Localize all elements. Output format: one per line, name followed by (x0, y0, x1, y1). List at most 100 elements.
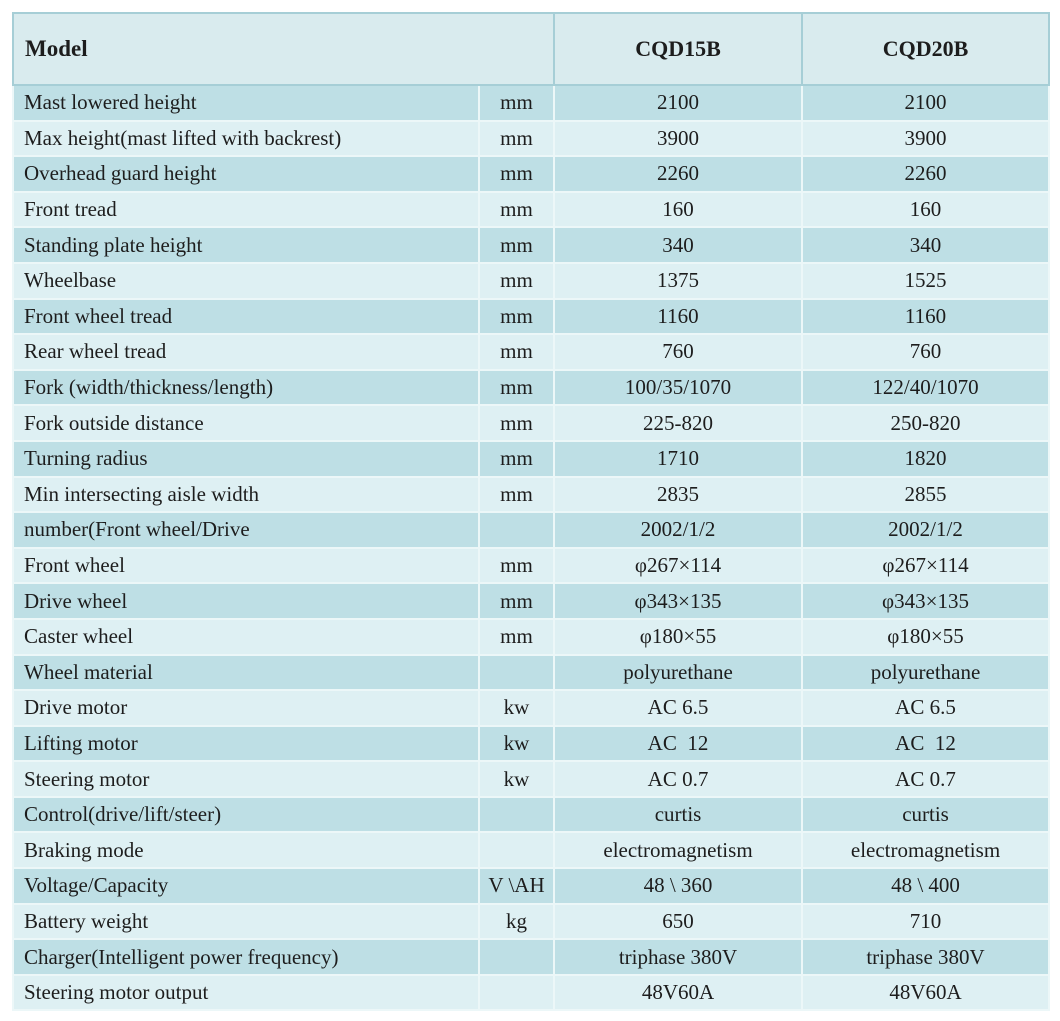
spec-unit (477, 831, 556, 870)
spec-label: Front wheel tread (12, 297, 480, 336)
spec-value-cqd15b: 100/35/1070 (553, 368, 804, 407)
spec-unit: mm (477, 475, 556, 514)
spec-value-cqd20b: 1160 (801, 297, 1051, 336)
spec-unit: kg (477, 902, 556, 941)
spec-value-cqd20b: 2855 (801, 475, 1051, 514)
spec-value-cqd15b: 48 \ 360 (553, 867, 804, 905)
spec-value-cqd20b: 250-820 (801, 404, 1051, 442)
spec-value-cqd15b: 650 (553, 902, 804, 941)
spec-value-cqd20b: AC 12 (801, 724, 1051, 763)
spec-unit: mm (477, 404, 556, 442)
table-row: Voltage/Capacity V \AH 48 \ 360 48 \ 400 (12, 867, 1051, 905)
spec-label: Steering motor (12, 760, 480, 798)
spec-label: Fork (width/thickness/length) (12, 368, 480, 407)
table-row: Overhead guard height mm 2260 2260 (12, 155, 1051, 193)
table-row: Braking mode electromagnetism electromagne… (12, 831, 1051, 870)
spec-value-cqd20b: triphase 380V (801, 938, 1051, 976)
spec-unit: kw (477, 724, 556, 763)
spec-value-cqd20b: φ343×135 (801, 582, 1051, 620)
spec-label: Wheel material (12, 653, 480, 692)
spec-unit: mm (477, 119, 556, 158)
spec-label: Steering motor output (12, 973, 480, 1012)
table-row: Drive motor kw AC 6.5 AC 6.5 (12, 689, 1051, 727)
spec-label: Lifting motor (12, 724, 480, 763)
spec-value-cqd15b: φ180×55 (553, 617, 804, 656)
table-row: Rear wheel tread mm 760 760 (12, 333, 1051, 371)
spec-value-cqd20b: 2002/1/2 (801, 511, 1051, 549)
spec-value-cqd20b: 1525 (801, 261, 1051, 300)
table-row: Standing plate height mm 340 340 (12, 226, 1051, 264)
spec-label: Braking mode (12, 831, 480, 870)
table-row: Control(drive/lift/steer) curtis curtis (12, 795, 1051, 834)
table-row: Front tread mm 160 160 (12, 190, 1051, 229)
spec-label: Drive wheel (12, 582, 480, 620)
table-row: number(Front wheel/Drive 2002/1/2 2002/1/2 (12, 511, 1051, 549)
table-row: Max height(mast lifted with backrest) mm 3… (12, 119, 1051, 158)
spec-label: Turning radius (12, 439, 480, 478)
spec-unit: mm (477, 297, 556, 336)
spec-value-cqd15b: 340 (553, 226, 804, 264)
spec-value-cqd15b: φ343×135 (553, 582, 804, 620)
spec-label: Voltage/Capacity (12, 867, 480, 905)
spec-label: Max height(mast lifted with backrest) (12, 119, 480, 158)
spec-label: Mast lowered height (12, 84, 480, 122)
table-row: Lifting motor kw AC 12 AC 12 (12, 724, 1051, 763)
spec-value-cqd20b: 160 (801, 190, 1051, 229)
table-row: Turning radius mm 1710 1820 (12, 439, 1051, 478)
spec-unit: mm (477, 333, 556, 371)
spec-label: Min intersecting aisle width (12, 475, 480, 514)
spec-value-cqd20b: 48V60A (801, 973, 1051, 1012)
spec-value-cqd15b: 225-820 (553, 404, 804, 442)
spec-label: number(Front wheel/Drive (12, 511, 480, 549)
spec-value-cqd15b: 1375 (553, 261, 804, 300)
spec-unit: mm (477, 261, 556, 300)
spec-value-cqd15b: φ267×114 (553, 546, 804, 585)
model-header-label: Model (11, 12, 556, 86)
spec-value-cqd15b: electromagnetism (553, 831, 804, 870)
spec-value-cqd20b: curtis (801, 795, 1051, 834)
spec-unit: kw (477, 689, 556, 727)
spec-label: Control(drive/lift/steer) (12, 795, 480, 834)
spec-unit (477, 511, 556, 549)
spec-value-cqd15b: triphase 380V (553, 938, 804, 976)
header-row: Model CQD15B CQD20B (11, 12, 1051, 86)
spec-value-cqd20b: 2100 (801, 84, 1051, 122)
spec-unit: mm (477, 155, 556, 193)
spec-table-body: Mast lowered height mm 2100 2100 Max height(… (12, 84, 1051, 1012)
spec-unit (477, 938, 556, 976)
spec-unit: mm (477, 439, 556, 478)
table-row: Fork outside distance mm 225-820 250-820 (12, 404, 1051, 442)
spec-label: Overhead guard height (12, 155, 480, 193)
spec-label: Front tread (12, 190, 480, 229)
spec-label: Standing plate height (12, 226, 480, 264)
forklift-spec-table: Model CQD15B CQD20B Mast lowered height m… (11, 12, 1051, 1012)
spec-unit: mm (477, 226, 556, 264)
spec-value-cqd15b: polyurethane (553, 653, 804, 692)
table-row: Wheelbase mm 1375 1525 (12, 261, 1051, 300)
spec-unit: mm (477, 617, 556, 656)
spec-label: Drive motor (12, 689, 480, 727)
table-row: Front wheel mm φ267×114 φ267×114 (12, 546, 1051, 585)
spec-table-header: Model CQD15B CQD20B (11, 12, 1051, 86)
spec-value-cqd20b: 1820 (801, 439, 1051, 478)
spec-value-cqd15b: AC 12 (553, 724, 804, 763)
spec-unit: mm (477, 368, 556, 407)
spec-label: Fork outside distance (12, 404, 480, 442)
spec-value-cqd15b: AC 6.5 (553, 689, 804, 727)
spec-value-cqd20b: 122/40/1070 (801, 368, 1051, 407)
model-column-cqd20b: CQD20B (801, 12, 1051, 86)
table-row: Front wheel tread mm 1160 1160 (12, 297, 1051, 336)
spec-value-cqd20b: 48 \ 400 (801, 867, 1051, 905)
spec-value-cqd15b: 760 (553, 333, 804, 371)
spec-label: Charger(Intelligent power frequency) (12, 938, 480, 976)
spec-label: Wheelbase (12, 261, 480, 300)
spec-value-cqd15b: 2100 (553, 84, 804, 122)
model-column-cqd15b: CQD15B (553, 12, 804, 86)
spec-unit: mm (477, 190, 556, 229)
table-row: Caster wheel mm φ180×55 φ180×55 (12, 617, 1051, 656)
spec-value-cqd20b: 3900 (801, 119, 1051, 158)
spec-value-cqd20b: φ267×114 (801, 546, 1051, 585)
spec-value-cqd15b: 2835 (553, 475, 804, 514)
spec-value-cqd15b: 2002/1/2 (553, 511, 804, 549)
spec-value-cqd15b: AC 0.7 (553, 760, 804, 798)
